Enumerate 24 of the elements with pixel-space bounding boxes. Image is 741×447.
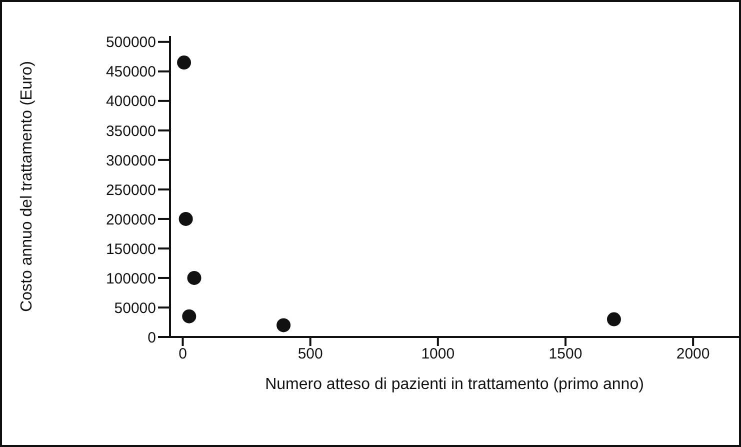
point — [187, 270, 202, 285]
y-tick-label: 300000 — [106, 152, 156, 170]
x-tick-label: 1500 — [548, 346, 582, 363]
y-tick-label: 100000 — [106, 270, 156, 288]
x-tick-label: 1000 — [421, 346, 455, 363]
point — [606, 312, 621, 326]
x-tick-label: 500 — [298, 346, 323, 363]
x-tick-label: 2000 — [676, 346, 710, 363]
y-tick-label: 500000 — [106, 34, 156, 52]
y-tick-label: 200000 — [106, 211, 156, 228]
point — [178, 212, 193, 226]
y-tick-label: 50000 — [114, 300, 156, 317]
y-tick-label: 150000 — [106, 240, 156, 258]
y-tick-label: 0 — [148, 329, 156, 346]
x-tick-label: 0 — [178, 346, 187, 363]
y-tick-label: 450000 — [106, 64, 156, 81]
y-tick-label: 350000 — [106, 122, 156, 140]
y-axis-title: Costo annuo del trattamento (Euro) — [18, 61, 36, 312]
y-tick-label: 250000 — [106, 182, 156, 199]
point — [177, 56, 192, 70]
point — [182, 309, 196, 324]
point — [276, 318, 291, 332]
x-axis-title: Numero atteso di pazienti in trattamento (primo anno) — [265, 376, 644, 393]
y-tick-label: 400000 — [106, 93, 156, 110]
